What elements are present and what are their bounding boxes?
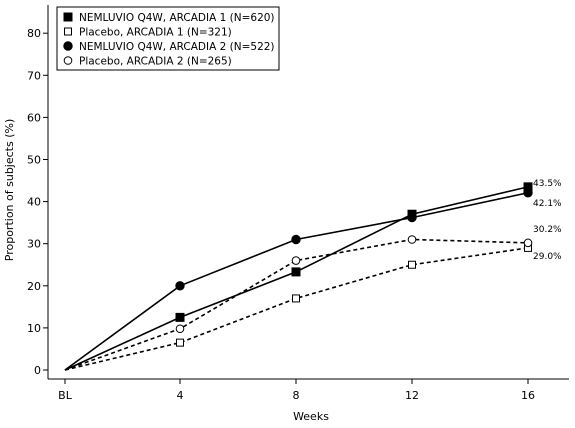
legend-entry: NEMLUVIO Q4W, ARCADIA 2 (N=522) xyxy=(79,41,275,53)
legend-box xyxy=(56,6,280,71)
legend-marker xyxy=(63,12,73,22)
data-point xyxy=(523,238,533,248)
series-line xyxy=(64,238,529,371)
data-point xyxy=(408,260,416,269)
end-value-label: 43.5% xyxy=(533,179,562,189)
y-tick-label: 60 xyxy=(27,111,41,124)
series-3: 42.1% xyxy=(64,188,562,371)
y-tick-label: 20 xyxy=(27,280,41,293)
y-tick-label: 50 xyxy=(27,154,41,167)
data-point xyxy=(175,312,185,322)
y-tick-label: 0 xyxy=(34,364,41,377)
end-value-label: 29.0% xyxy=(533,252,562,262)
y-axis-title: Proportion of subjects (%) xyxy=(3,119,16,261)
x-tick-label: 8 xyxy=(293,389,300,402)
legend-entry: Placebo, ARCADIA 1 (N=321) xyxy=(79,27,232,39)
data-point xyxy=(176,338,184,347)
end-value-label: 42.1% xyxy=(533,199,562,209)
data-point xyxy=(407,235,417,244)
x-tick-label: BL xyxy=(58,389,73,402)
series-group: 43.5% 29.0% 42.1% 30.2% xyxy=(64,179,562,371)
legend-marker xyxy=(63,41,73,51)
end-value-label: 30.2% xyxy=(533,225,562,235)
y-tick-label: 10 xyxy=(27,322,41,335)
data-point xyxy=(291,267,301,277)
legend: NEMLUVIO Q4W, ARCADIA 1 (N=620) Placebo, … xyxy=(56,6,280,71)
x-tick-label: 12 xyxy=(405,389,419,402)
x-tick-label: 16 xyxy=(521,389,535,402)
series-1: 43.5% xyxy=(64,179,562,371)
y-tick-label: 70 xyxy=(27,69,41,82)
y-ticks: 0 10 20 30 40 50 60 70 80 xyxy=(27,27,48,377)
legend-marker xyxy=(64,27,72,36)
axes xyxy=(47,5,569,380)
x-tick-label: 4 xyxy=(177,389,184,402)
series-line xyxy=(64,247,529,371)
legend-marker xyxy=(63,56,73,65)
series-2: 29.0% xyxy=(64,243,562,371)
y-tick-label: 80 xyxy=(27,27,41,40)
data-point xyxy=(292,294,300,303)
legend-entry: Placebo, ARCADIA 2 (N=265) xyxy=(79,56,232,68)
y-tick-label: 30 xyxy=(27,238,41,251)
data-point xyxy=(291,234,301,245)
legend-entry: NEMLUVIO Q4W, ARCADIA 1 (N=620) xyxy=(79,12,275,24)
data-point xyxy=(407,212,417,223)
x-ticks: BL 4 8 12 16 xyxy=(58,379,535,402)
data-point xyxy=(523,188,533,198)
data-point xyxy=(175,324,185,334)
y-tick-label: 40 xyxy=(27,196,41,209)
data-point xyxy=(291,256,301,265)
data-point xyxy=(175,281,185,291)
series-line xyxy=(64,191,529,371)
series-line xyxy=(64,186,529,371)
series-4: 30.2% xyxy=(64,225,562,371)
x-axis-title: Weeks xyxy=(293,410,329,423)
